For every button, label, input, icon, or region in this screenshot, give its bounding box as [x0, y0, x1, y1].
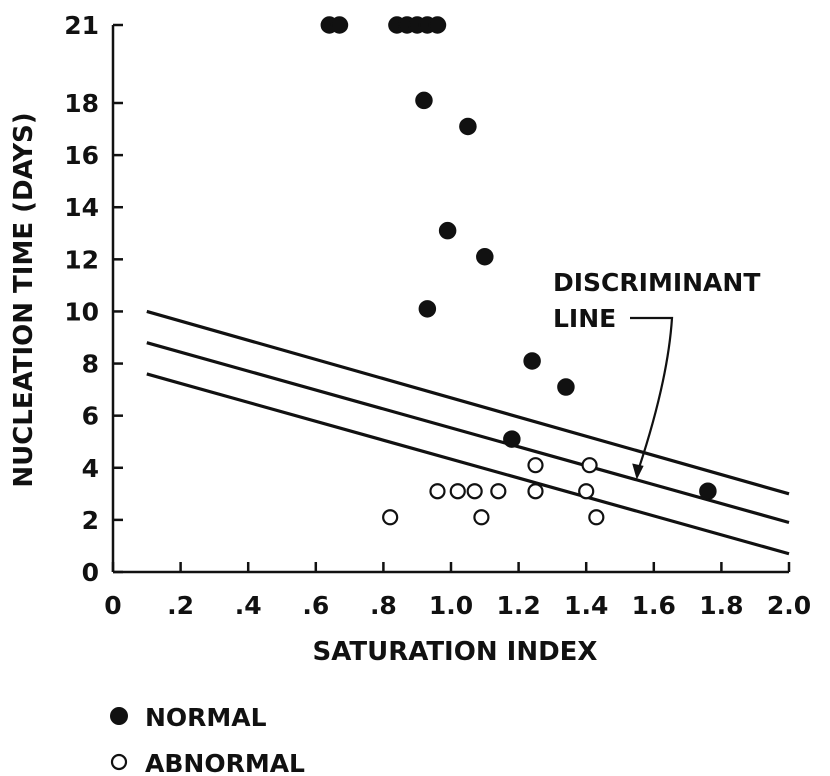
x-tick-label: 2.0	[767, 591, 811, 620]
discriminant-line	[146, 341, 790, 525]
normal-point	[438, 221, 457, 240]
y-tick-label: 0	[82, 558, 99, 587]
legend: NORMAL ABNORMAL	[110, 703, 305, 776]
normal-point	[557, 378, 575, 396]
x-tick-label: .2	[167, 591, 194, 620]
y-tick-label: 10	[64, 297, 99, 326]
normal-point	[699, 482, 717, 500]
abnormal-point	[581, 457, 598, 474]
abnormal-point	[429, 483, 446, 500]
y-tick-label: 2	[82, 506, 99, 535]
regression-lines	[146, 309, 790, 556]
y-tick-label: 16	[64, 141, 99, 170]
upper-line	[146, 309, 790, 496]
normal-point	[330, 16, 349, 34]
x-tick-label: 1.2	[496, 591, 540, 620]
legend-normal-label: NORMAL	[145, 703, 267, 732]
x-tick-label: 1.0	[429, 591, 473, 620]
abnormal-point	[527, 457, 544, 474]
x-axis: 0 .2 .4 .6 .8 1.0 1.2 1.4 1.6 1.8 2.0	[104, 562, 811, 620]
annotation-line-2: LINE	[553, 304, 616, 333]
normal-point	[523, 352, 541, 370]
x-tick-label: .4	[235, 591, 262, 620]
x-tick-label: 1.6	[632, 591, 676, 620]
x-axis-title: SATURATION INDEX	[313, 637, 598, 667]
x-tick-label: 0	[104, 591, 121, 620]
annotation-line-1: DISCRIMINANT	[553, 268, 760, 297]
abnormal-point	[527, 483, 544, 500]
normal-point	[476, 247, 494, 266]
legend-abnormal-label: ABNORMAL	[145, 749, 305, 776]
annotation: DISCRIMINANT LINE	[553, 268, 760, 480]
normal-point	[459, 117, 477, 136]
x-tick-label: .6	[302, 591, 329, 620]
y-axis: 0 2 4 6 8 10 12 14 16 18 21	[64, 11, 123, 587]
legend-abnormal-marker	[110, 753, 128, 771]
y-tick-label: 4	[82, 454, 99, 483]
lower-line	[146, 372, 790, 556]
normal-point	[418, 300, 437, 318]
abnormal-point	[473, 509, 490, 526]
x-tick-label: 1.4	[564, 591, 608, 620]
y-tick-label: 6	[82, 402, 99, 431]
normal-point	[428, 16, 447, 34]
x-tick-label: .8	[370, 591, 397, 620]
y-tick-label: 18	[64, 89, 99, 118]
y-axis-title: NUCLEATION TIME (DAYS)	[9, 112, 39, 487]
data-points	[320, 16, 717, 526]
abnormal-point	[578, 483, 595, 500]
annotation-leader	[630, 316, 674, 469]
abnormal-point	[466, 483, 483, 500]
normal-point	[503, 430, 521, 448]
abnormal-point	[588, 509, 605, 526]
abnormal-point	[382, 509, 399, 526]
legend-normal-marker	[110, 707, 128, 725]
abnormal-point	[490, 483, 507, 500]
abnormal-point	[449, 483, 466, 500]
x-tick-label: 1.8	[699, 591, 743, 620]
normal-point	[415, 91, 433, 110]
y-tick-label: 14	[64, 193, 99, 222]
annotation-arrowhead	[632, 463, 644, 480]
y-tick-label: 8	[82, 350, 99, 379]
y-tick-label: 12	[64, 245, 99, 274]
y-tick-label: 21	[64, 11, 99, 40]
